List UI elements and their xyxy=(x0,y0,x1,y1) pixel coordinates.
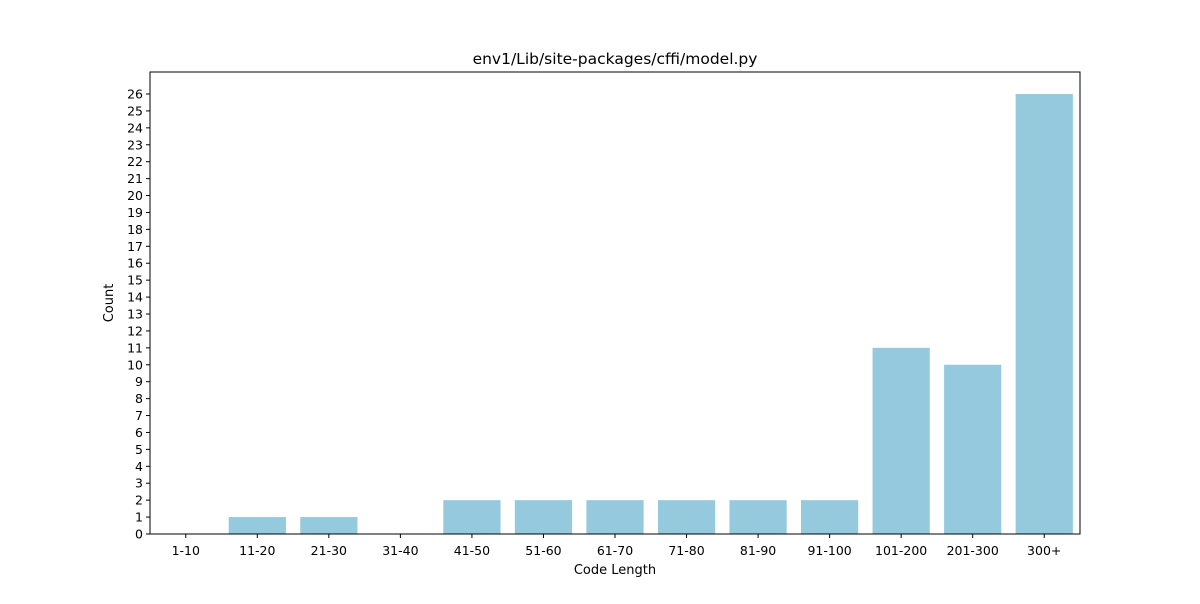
y-tick-label: 14 xyxy=(127,290,143,305)
y-tick-label: 18 xyxy=(127,222,143,237)
y-tick-label: 16 xyxy=(127,256,143,271)
y-tick-label: 22 xyxy=(127,154,143,169)
x-tick-label: 81-90 xyxy=(740,543,776,558)
bar-71-80 xyxy=(657,500,716,534)
y-tick-label: 19 xyxy=(127,205,143,220)
bar-201-300 xyxy=(944,364,1002,534)
bar-81-90 xyxy=(729,500,787,534)
x-tick-label: 300+ xyxy=(1027,543,1061,558)
bar-41-50 xyxy=(443,500,501,534)
chart-title: env1/Lib/site-packages/cffi/model.py xyxy=(473,50,758,68)
y-tick-label: 8 xyxy=(135,391,143,406)
x-tick-label: 51-60 xyxy=(525,543,561,558)
x-tick-label: 91-100 xyxy=(807,543,851,558)
bars-group xyxy=(228,94,1073,534)
x-tick-label: 201-300 xyxy=(947,543,999,558)
bar-21-30 xyxy=(300,517,358,534)
y-axis-ticks: 0123456789101112131415161718192021222324… xyxy=(127,87,150,542)
y-tick-label: 3 xyxy=(135,476,143,491)
y-tick-label: 26 xyxy=(127,87,143,102)
x-tick-label: 61-70 xyxy=(597,543,633,558)
y-tick-label: 6 xyxy=(135,425,143,440)
y-tick-label: 4 xyxy=(135,459,143,474)
bar-61-70 xyxy=(586,500,644,534)
x-tick-label: 101-200 xyxy=(875,543,927,558)
y-tick-label: 20 xyxy=(127,188,143,203)
x-tick-label: 41-50 xyxy=(454,543,490,558)
y-tick-label: 12 xyxy=(127,323,143,338)
bar-11-20 xyxy=(228,517,286,534)
x-tick-label: 71-80 xyxy=(668,543,704,558)
bar-101-200 xyxy=(872,347,930,534)
y-tick-label: 25 xyxy=(127,103,143,118)
x-axis-ticks: 1-10 11-20 21-30 31-40 41-50 51-60 61-70 71-80 8… xyxy=(172,534,1061,558)
y-tick-label: 9 xyxy=(135,374,143,389)
y-tick-label: 15 xyxy=(127,273,143,288)
y-tick-label: 2 xyxy=(135,493,143,508)
bar-51-60 xyxy=(514,500,573,534)
y-tick-label: 21 xyxy=(127,171,143,186)
y-tick-label: 5 xyxy=(135,442,143,457)
y-tick-label: 24 xyxy=(127,120,143,135)
bar-300+ xyxy=(1015,94,1073,534)
x-axis-label: Code Length xyxy=(574,563,656,578)
y-tick-label: 17 xyxy=(127,239,143,254)
y-tick-label: 1 xyxy=(135,510,143,525)
x-tick-label: 11-20 xyxy=(239,543,275,558)
y-axis-label: Count xyxy=(102,284,117,323)
bar-91-100 xyxy=(801,500,859,534)
y-tick-label: 0 xyxy=(135,527,143,542)
y-tick-label: 13 xyxy=(127,307,143,322)
y-tick-label: 7 xyxy=(135,408,143,423)
x-tick-label: 31-40 xyxy=(382,543,418,558)
x-tick-label: 1-10 xyxy=(172,543,200,558)
y-tick-label: 10 xyxy=(127,357,143,372)
plot-area-frame xyxy=(149,71,1081,535)
y-tick-label: 23 xyxy=(127,137,143,152)
y-tick-label: 11 xyxy=(127,340,143,355)
x-tick-label: 21-30 xyxy=(311,543,347,558)
